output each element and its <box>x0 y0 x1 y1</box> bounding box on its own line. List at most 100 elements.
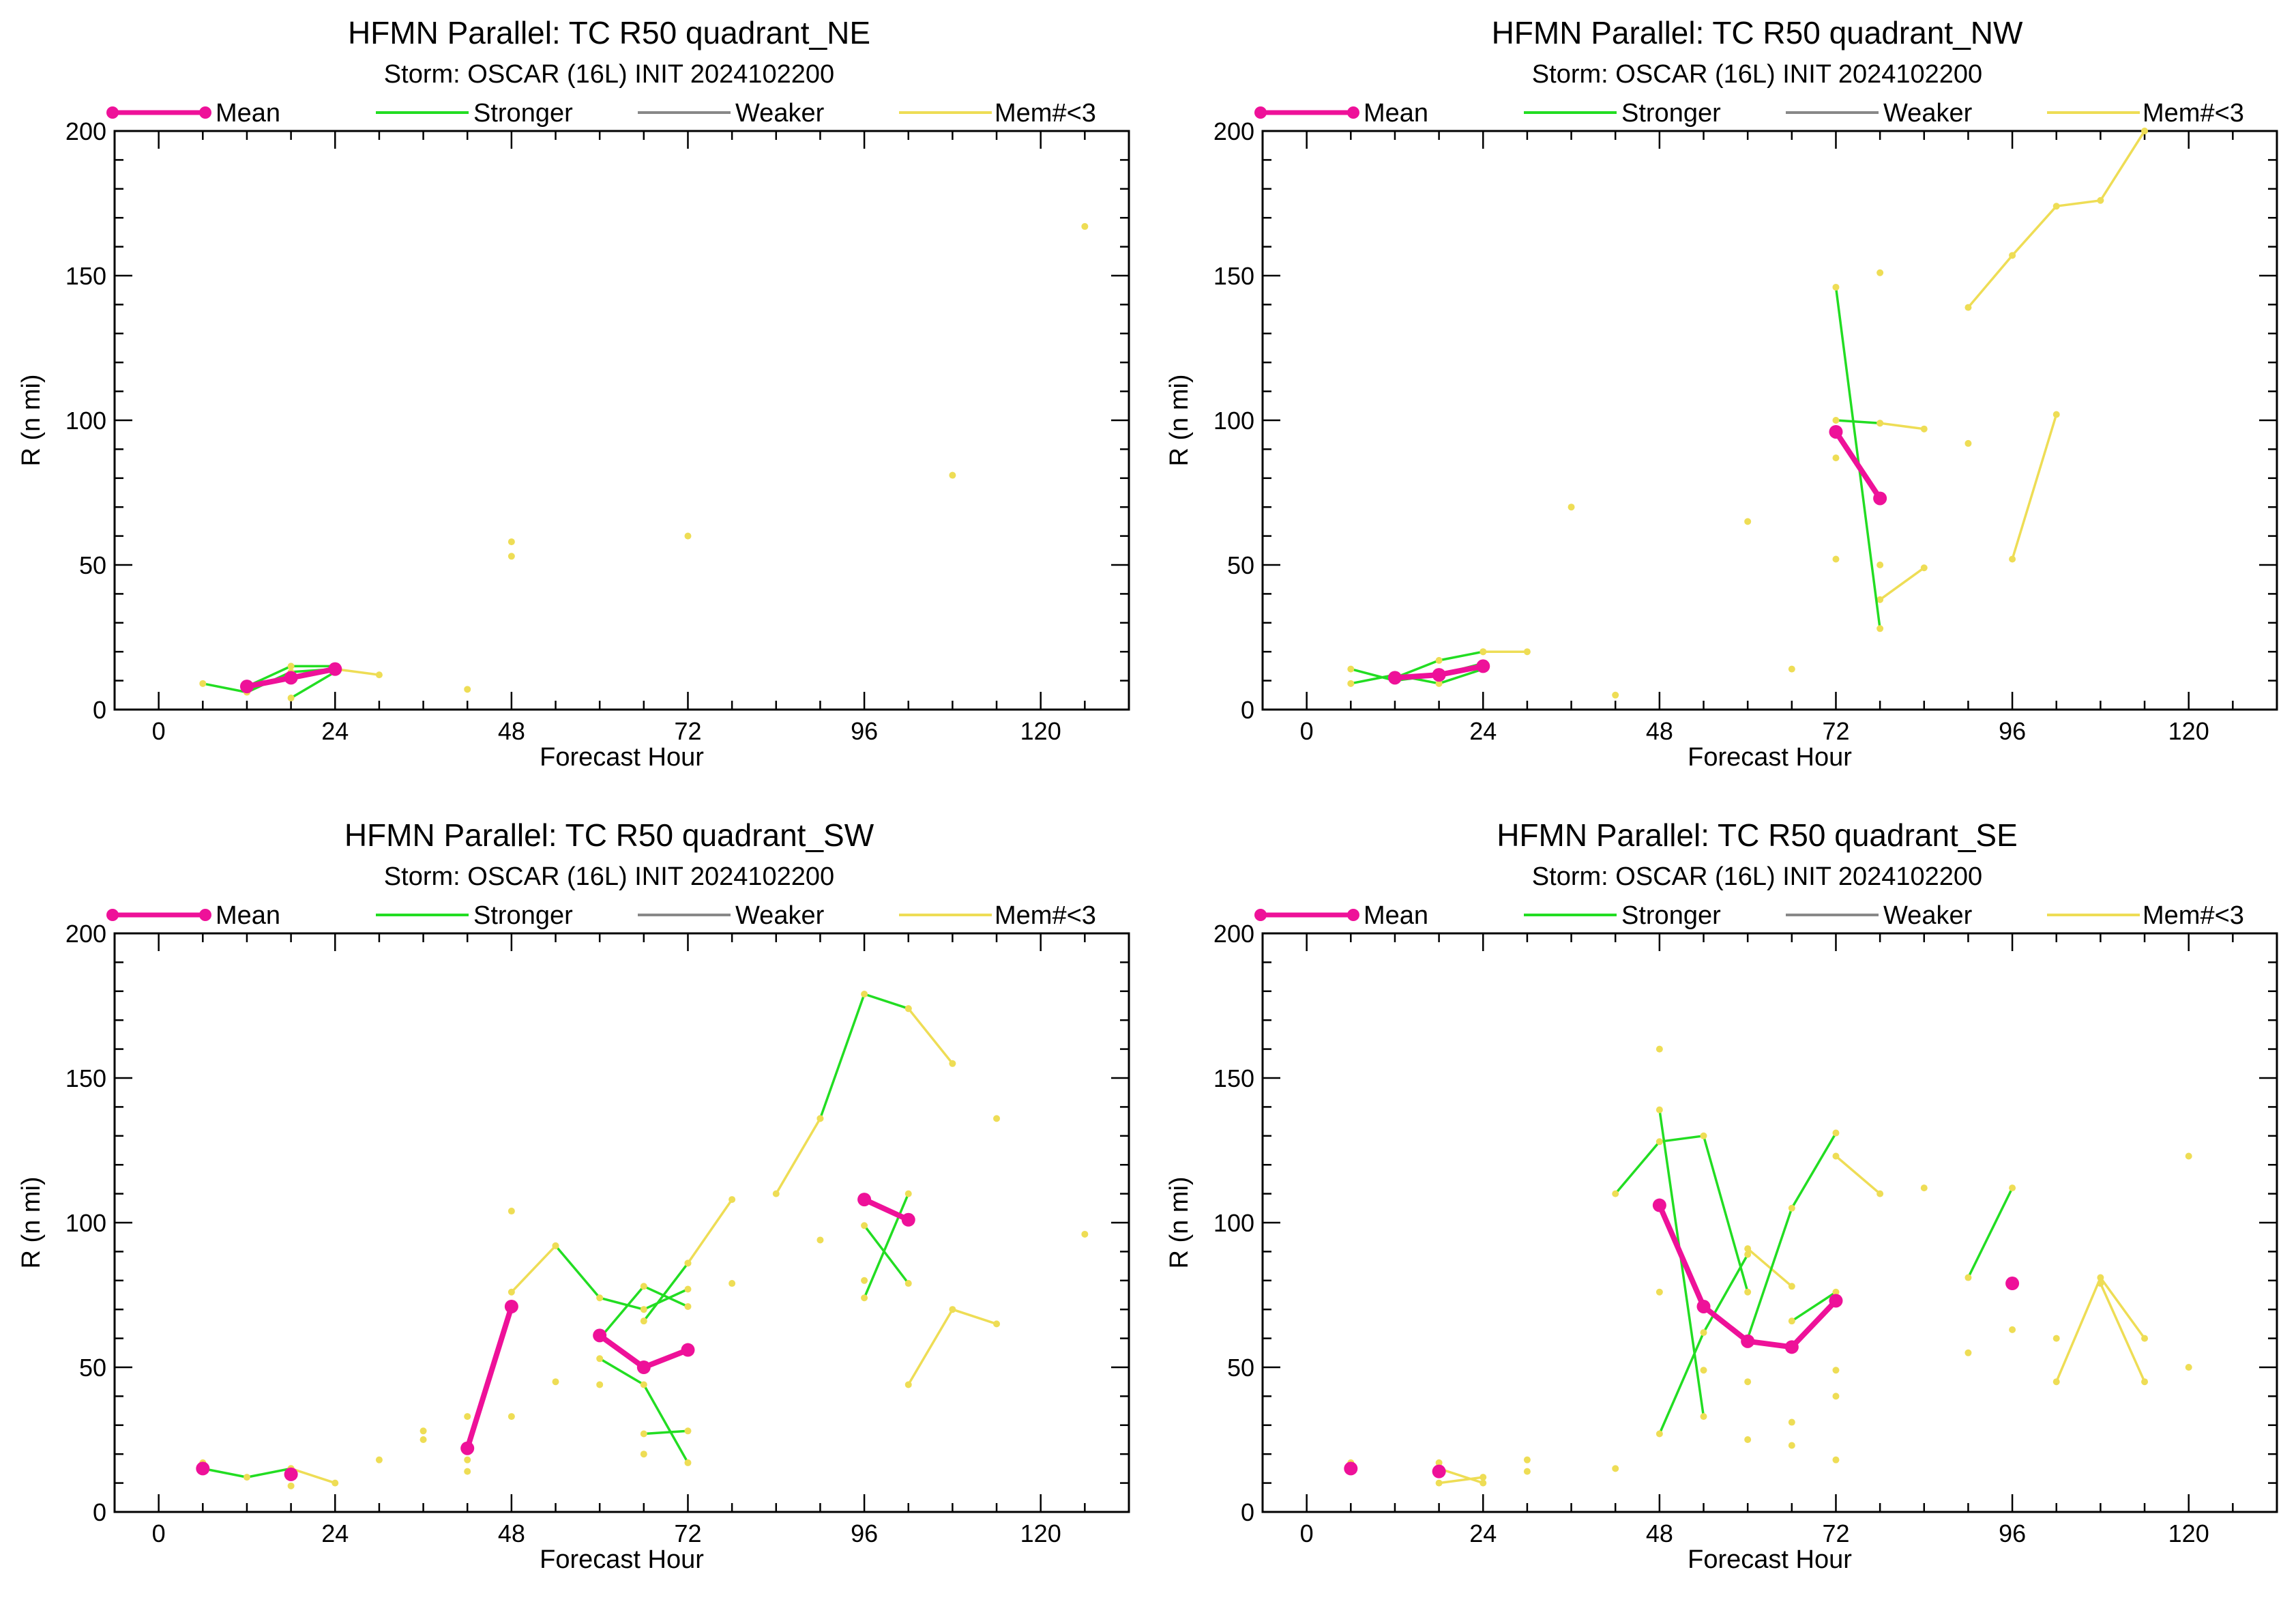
series-few <box>464 1468 471 1475</box>
data-point <box>1480 1479 1487 1487</box>
series-few <box>1920 1184 1928 1192</box>
data-point <box>904 1280 912 1287</box>
series-few <box>1832 1367 1840 1374</box>
x-tick-label: 96 <box>851 717 878 745</box>
series-line <box>1656 1202 1839 1350</box>
data-point <box>2009 252 2016 259</box>
series-line <box>1834 419 1881 424</box>
series-mean <box>196 1461 210 1476</box>
data-point <box>1480 648 1487 656</box>
series-few <box>1832 555 1840 563</box>
series-few <box>1832 1152 1884 1197</box>
x-tick-label: 48 <box>1646 1519 1673 1547</box>
data-point <box>1964 1274 1972 1281</box>
data-point <box>1788 1317 1795 1325</box>
series-few <box>1568 504 1575 511</box>
series-line <box>289 1467 337 1485</box>
series-stronger <box>552 1242 692 1313</box>
data-point <box>1832 417 1840 424</box>
data-point <box>861 1277 868 1284</box>
data-point <box>596 1355 604 1363</box>
series-few <box>552 1378 559 1386</box>
data-point <box>1788 1283 1795 1290</box>
series-layer <box>1347 128 2149 699</box>
series-mean <box>1432 1464 1446 1479</box>
data-point <box>1652 1198 1666 1212</box>
series-few <box>993 1115 1001 1122</box>
legend-label-few-members: Mem#<3 <box>2143 901 2244 930</box>
x-tick-label: 0 <box>1300 717 1314 745</box>
x-tick-label: 120 <box>1020 717 1061 745</box>
data-point <box>460 1441 475 1455</box>
series-line <box>1791 1291 1838 1322</box>
series-stronger <box>1655 1106 1707 1421</box>
data-point <box>239 680 254 694</box>
data-point <box>949 471 956 479</box>
series-line <box>1967 130 2146 309</box>
panel-se: HFMN Parallel: TC R50 quadrant_SE Storm:… <box>1165 817 2278 1574</box>
series-few <box>1435 1474 1487 1487</box>
data-point <box>1347 665 1355 673</box>
series-few <box>684 532 692 540</box>
data-point <box>464 1456 471 1463</box>
series-few <box>507 1242 559 1296</box>
series-line <box>598 1357 690 1464</box>
data-point <box>2141 1378 2149 1386</box>
y-tick-label: 100 <box>65 1209 106 1237</box>
data-point <box>2141 128 2149 134</box>
data-point <box>1523 1456 1531 1463</box>
series-line <box>2055 1276 2146 1383</box>
series-mean <box>1344 1461 1358 1476</box>
data-point <box>2052 411 2060 418</box>
data-point <box>1920 1184 1928 1192</box>
series-few <box>1832 1456 1840 1463</box>
x-tick-label: 120 <box>1020 1519 1061 1547</box>
series-few <box>2009 1326 2016 1333</box>
legend-label-weaker: Weaker <box>735 99 825 128</box>
chart-subtitle: Storm: OSCAR (16L) INIT 2024102200 <box>1532 862 1982 891</box>
data-point <box>1435 680 1443 687</box>
series-line <box>907 1308 998 1386</box>
series-few <box>1655 1288 1663 1296</box>
series-few <box>1964 1349 1972 1356</box>
data-point <box>2097 1280 2104 1287</box>
series-few <box>1612 691 1619 699</box>
x-axis-label: Forecast Hour <box>540 743 704 772</box>
series-few <box>1788 665 1795 673</box>
y-tick-label: 150 <box>65 262 106 290</box>
y-axis-label: R (n mi) <box>17 1176 46 1268</box>
data-point <box>1832 1393 1840 1400</box>
legend-label-mean: Mean <box>216 901 280 930</box>
data-point <box>420 1436 427 1443</box>
series-line <box>1746 1131 1838 1340</box>
legend-marker <box>106 106 119 119</box>
series-few <box>1832 454 1840 462</box>
data-point <box>1832 1152 1840 1160</box>
series-line <box>289 671 337 699</box>
data-point <box>1876 596 1884 603</box>
y-axis-label: R (n mi) <box>17 374 46 466</box>
series-line <box>2011 413 2058 561</box>
legend-swatch-mean <box>106 909 211 921</box>
x-tick-label: 72 <box>1822 717 1849 745</box>
y-tick-label: 200 <box>65 920 106 948</box>
series-mean <box>1387 659 1490 685</box>
series-line <box>1746 1247 1793 1288</box>
series-stronger <box>1788 1288 1840 1325</box>
series-few <box>2097 1280 2149 1386</box>
data-point <box>993 1320 1001 1328</box>
series-stronger <box>1612 1132 1752 1296</box>
chart-title: HFMN Parallel: TC R50 quadrant_NW <box>1492 15 2023 50</box>
data-point <box>1700 1367 1707 1374</box>
series-few <box>464 1456 471 1463</box>
data-point <box>1612 1190 1619 1197</box>
series-line <box>1349 667 1485 685</box>
series-few <box>904 1005 956 1067</box>
series-line <box>819 993 910 1120</box>
series-stronger <box>1964 1184 2016 1281</box>
legend-label-few-members: Mem#<3 <box>995 99 1096 128</box>
data-point <box>196 1461 210 1476</box>
series-few <box>507 553 515 560</box>
series-few <box>904 1306 1001 1388</box>
series-stronger <box>1832 283 1884 632</box>
